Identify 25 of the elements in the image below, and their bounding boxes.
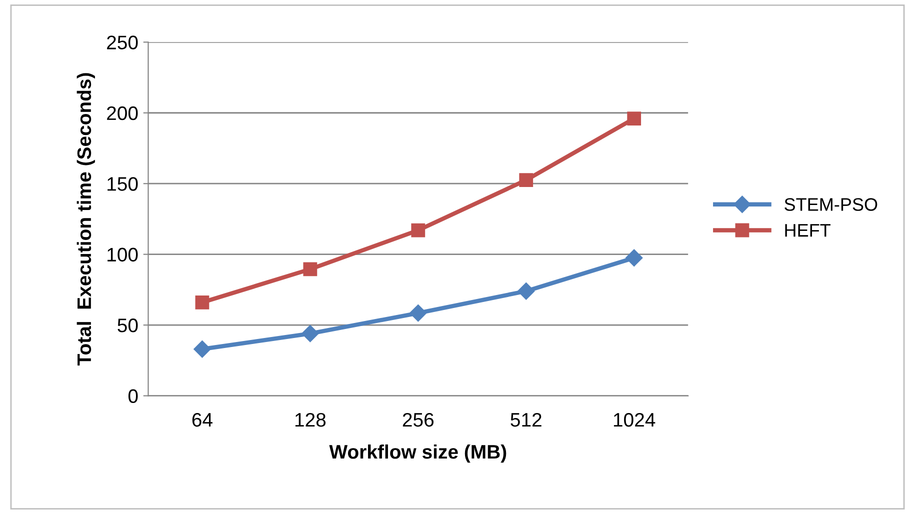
x-tick-label: 1024 [614, 412, 656, 427]
point [519, 173, 534, 188]
y-tick-label: 0 [128, 389, 138, 404]
point [303, 262, 318, 276]
point [518, 282, 535, 300]
x-tick-label: 64 [192, 412, 212, 427]
y-tick-label: 50 [118, 318, 138, 332]
point [626, 249, 643, 266]
x-axis-title: Workflow size (MB) [329, 444, 506, 463]
legend-label: STEM-PSO [784, 198, 878, 211]
y-axis-title: Total Execution time (Seconds) [76, 73, 95, 366]
y-tick-label: 100 [108, 248, 138, 262]
x-tick-label: 256 [402, 412, 434, 427]
point [194, 340, 211, 358]
legend-label: HEFT [785, 224, 830, 237]
point [627, 112, 642, 126]
y-tick-label: 200 [107, 106, 138, 120]
point [410, 304, 427, 322]
point [411, 223, 426, 238]
point [302, 324, 319, 342]
y-tick-label: 250 [107, 36, 138, 50]
point [195, 295, 210, 310]
y-tick-label: 150 [108, 177, 138, 191]
x-tick-label: 512 [510, 412, 542, 427]
x-tick-label: 128 [295, 412, 326, 427]
